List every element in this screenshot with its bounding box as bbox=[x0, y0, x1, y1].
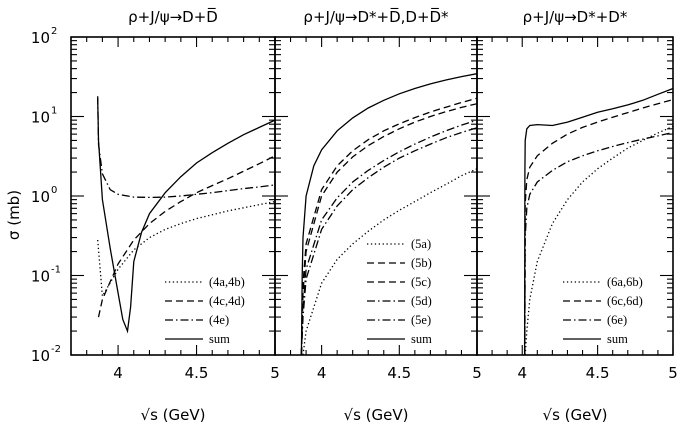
panel-title: ρ+J/ψ→D*+D* bbox=[523, 8, 628, 26]
x-axis-label: √s (GeV) bbox=[141, 406, 206, 424]
y-tick-label: 10 bbox=[31, 188, 50, 206]
legend-label: (5c) bbox=[411, 275, 431, 289]
legend-label: (6a,6b) bbox=[607, 275, 643, 289]
panel-1: 4 4.5 5 ρ+J/ψ→D+D̅ √s (GeV) (4a,4b) (4c,4d) (4e… bbox=[70, 7, 280, 424]
x-tick-label: 4.5 bbox=[586, 364, 610, 382]
series-line bbox=[97, 200, 275, 299]
series-line bbox=[97, 98, 275, 334]
series-line bbox=[300, 119, 477, 355]
series-line bbox=[97, 96, 275, 199]
legend-label: (5d) bbox=[411, 294, 432, 308]
legend-label: (5e) bbox=[411, 313, 431, 327]
x-tick-label: 4 bbox=[113, 364, 123, 382]
legend-label: (4e) bbox=[209, 313, 229, 327]
series-line bbox=[300, 97, 477, 355]
y-axis-label: σ (mb) bbox=[5, 190, 23, 240]
legend-label: (6c,6d) bbox=[607, 294, 643, 308]
y-tick-label: 10 bbox=[31, 109, 50, 127]
y-tick-label: 10 bbox=[31, 268, 50, 286]
legend-label: sum bbox=[607, 332, 628, 346]
series-line bbox=[97, 155, 275, 318]
x-tick-label: 4.5 bbox=[185, 364, 209, 382]
series-line bbox=[302, 168, 477, 355]
panel-title: ρ+J/ψ→D+D̅ bbox=[128, 7, 218, 26]
plot-frame bbox=[476, 36, 674, 356]
y-tick-exponent: 0 bbox=[51, 185, 57, 196]
legend-label: (5b) bbox=[411, 256, 432, 270]
x-tick-label: 5 bbox=[668, 364, 678, 382]
y-tick-exponent: -1 bbox=[51, 265, 61, 276]
series-line bbox=[300, 103, 477, 355]
plot-frame bbox=[274, 36, 478, 356]
x-tick-label: 4.5 bbox=[387, 364, 411, 382]
y-tick-label: 10 bbox=[31, 347, 50, 365]
y-tick-exponent: 1 bbox=[51, 106, 57, 117]
x-axis-label: √s (GeV) bbox=[344, 406, 409, 424]
legend-label: (4c,4d) bbox=[209, 294, 245, 308]
y-tick-exponent: -2 bbox=[51, 344, 61, 355]
x-axis-label: √s (GeV) bbox=[543, 406, 608, 424]
panel-3: 4 4.5 5 ρ+J/ψ→D*+D* √s (GeV) (6a,6b) (6c,6d) (6… bbox=[476, 8, 678, 424]
y-tick-exponent: 2 bbox=[51, 26, 57, 37]
series-line bbox=[524, 125, 673, 355]
x-tick-label: 4 bbox=[517, 364, 527, 382]
x-tick-label: 4 bbox=[317, 364, 327, 382]
legend-label: (4a,4b) bbox=[209, 275, 245, 289]
x-tick-label: 5 bbox=[472, 364, 482, 382]
legend-label: (6e) bbox=[607, 313, 627, 327]
series-line bbox=[523, 87, 673, 355]
series-line bbox=[524, 98, 673, 355]
legend-label: (5a) bbox=[411, 237, 431, 251]
x-tick-label: 5 bbox=[270, 364, 280, 382]
legend-label: sum bbox=[209, 332, 230, 346]
series-line bbox=[300, 73, 477, 355]
panel-title: ρ+J/ψ→D*+D̅,D+D̅* bbox=[303, 7, 449, 26]
legend-label: sum bbox=[411, 332, 432, 346]
series-line bbox=[524, 131, 673, 355]
series-line bbox=[300, 127, 477, 355]
panels: 4 4.5 5 ρ+J/ψ→D+D̅ √s (GeV) (4a,4b) (4c,4d) (4e… bbox=[70, 7, 678, 424]
y-tick-label: 10 bbox=[31, 29, 50, 47]
panel-2: 4 4.5 5 ρ+J/ψ→D*+D̅,D+D̅* √s (GeV) (5a) (5b) (5… bbox=[274, 7, 482, 424]
